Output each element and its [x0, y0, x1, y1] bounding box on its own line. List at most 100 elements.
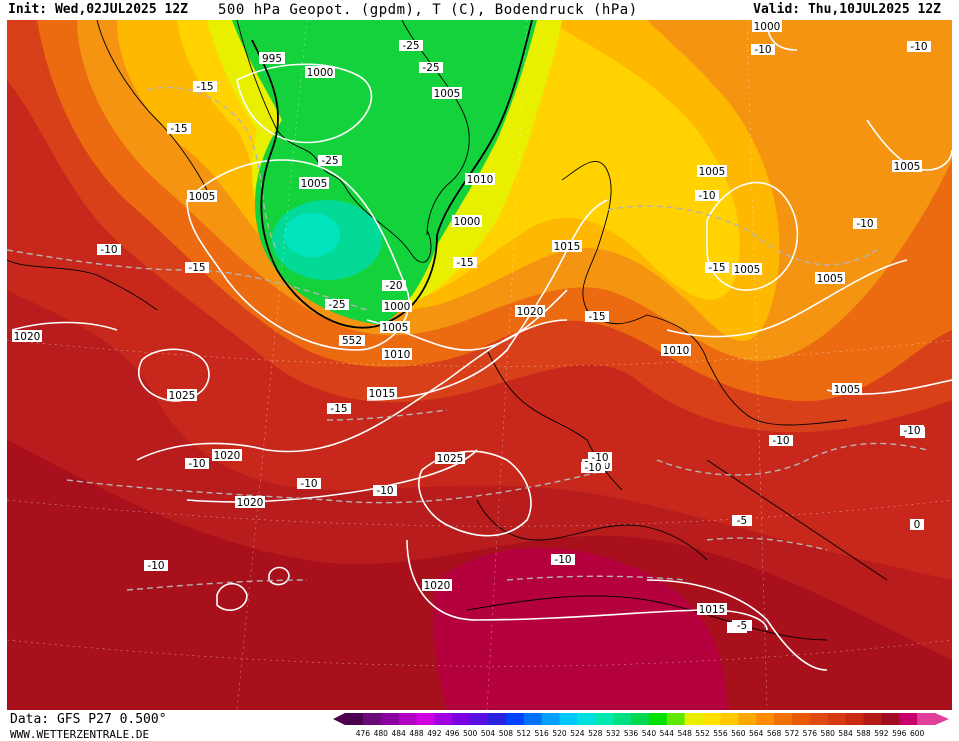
svg-text:1020: 1020 — [237, 497, 264, 509]
temperature-label: -5 — [732, 515, 752, 527]
temperature-label: -10 — [144, 560, 168, 572]
svg-text:1010: 1010 — [384, 349, 411, 361]
contour-552 — [251, 20, 533, 329]
pressure-label: 1000 — [452, 215, 482, 228]
pressure-label: 1005 — [815, 272, 845, 285]
svg-text:-10: -10 — [554, 554, 571, 566]
scale-tick-label: 596 — [892, 729, 907, 738]
scale-tick-label: 520 — [552, 729, 567, 738]
svg-text:-15: -15 — [330, 403, 347, 415]
scale-swatch — [631, 713, 650, 725]
scale-swatch — [559, 713, 578, 725]
scale-tick-label: 588 — [856, 729, 871, 738]
svg-text:-15: -15 — [170, 123, 187, 135]
svg-text:1000: 1000 — [454, 216, 481, 228]
svg-text:-10: -10 — [698, 190, 715, 202]
map-header: Init: Wed,02JUL2025 12Z 500 hPa Geopot. … — [0, 0, 959, 20]
scale-tick-label: 536 — [623, 729, 639, 738]
scale-swatch — [541, 713, 561, 725]
coast-north-africa — [466, 595, 828, 641]
pressure-label: 1005 — [380, 321, 410, 334]
svg-text:1005: 1005 — [699, 166, 726, 178]
temperature-label: -15 — [193, 81, 217, 93]
pressure-label: 1010 — [465, 173, 495, 186]
pressure-label: 995 — [259, 52, 285, 65]
svg-text:0: 0 — [914, 519, 921, 531]
scale-tick-label: 532 — [606, 729, 621, 738]
temperature-label: -10 — [551, 554, 575, 566]
scale-swatch — [488, 713, 507, 725]
scale-swatch — [666, 713, 686, 725]
isobar-1020-south — [406, 539, 768, 631]
svg-text:1015: 1015 — [369, 388, 396, 400]
coast-iberia — [476, 499, 708, 561]
scale-swatch — [505, 713, 525, 725]
map-canvas: 995 1000 1005 1000 1005 1010 1005 1010 1… — [7, 20, 952, 710]
svg-text:-25: -25 — [328, 299, 345, 311]
temperature-label: -10 — [769, 435, 793, 447]
svg-text:-10: -10 — [147, 560, 164, 572]
temperature-label: -15 — [453, 257, 477, 269]
scale-swatch — [648, 713, 668, 725]
data-source: Data: GFS P27 0.500° — [10, 712, 167, 727]
pressure-label: 1005 — [432, 87, 462, 100]
map-footer: Data: GFS P27 0.500° WWW.WETTERZENTRALE.… — [0, 710, 959, 741]
pressure-label: 1010 — [661, 344, 691, 357]
scale-swatch — [684, 713, 704, 725]
scale-swatch — [470, 713, 489, 725]
temperature-label: 0 — [910, 519, 924, 531]
svg-text:-10: -10 — [188, 458, 205, 470]
coast-labrador — [7, 259, 158, 311]
temperature-label: -25 — [325, 299, 349, 311]
pressure-label: 1005 — [299, 177, 329, 190]
temperature-label: -15 — [185, 262, 209, 274]
svg-text:1015: 1015 — [554, 241, 581, 253]
site-credit: WWW.WETTERZENTRALE.DE — [10, 728, 150, 741]
temperature-label: -10 — [853, 218, 877, 230]
pressure-label: 1020 — [422, 579, 452, 592]
temperature-label: -15 — [167, 123, 191, 135]
scale-tick-label: 592 — [874, 729, 889, 738]
isobars — [11, 20, 952, 671]
pressure-label: 1005 — [892, 160, 922, 173]
scale-swatch — [398, 713, 418, 725]
isobar-1020-west — [11, 321, 118, 331]
isobar-1005-scandinavia — [706, 181, 799, 291]
scale-swatch — [738, 713, 757, 725]
temperature-label: -15 — [705, 262, 729, 274]
svg-text:-10: -10 — [856, 218, 873, 230]
temperature-label: -15 — [327, 403, 351, 415]
scale-swatch — [791, 713, 811, 725]
coast-canada-arctic — [96, 20, 208, 191]
temperature-label: -10 — [695, 190, 719, 202]
pressure-label: 1020 — [212, 449, 242, 462]
temperature-label: -25 — [419, 62, 443, 74]
scale-swatch — [756, 713, 775, 725]
temperature-label: -10 — [297, 478, 321, 490]
svg-text:-15: -15 — [188, 262, 205, 274]
svg-text:-10: -10 — [903, 425, 920, 437]
scale-tick-label: 524 — [570, 729, 585, 738]
scale-swatch — [863, 713, 882, 725]
map-title: 500 hPa Geopot. (gpdm), T (C), Bodendruc… — [218, 2, 638, 18]
scale-swatch — [809, 713, 829, 725]
svg-text:-10: -10 — [591, 452, 608, 464]
svg-text:-15: -15 — [456, 257, 473, 269]
scale-arrow-right — [935, 713, 949, 725]
svg-text:1005: 1005 — [382, 322, 409, 334]
scale-swatch — [595, 713, 614, 725]
scale-tick-label: 504 — [480, 729, 496, 738]
svg-text:1020: 1020 — [517, 306, 544, 318]
scale-swatch — [362, 713, 382, 725]
temperature-label: -15 — [585, 311, 609, 323]
temperature-label: -10 — [581, 462, 605, 474]
coast-greenland-west — [236, 20, 432, 263]
scale-swatch — [702, 713, 721, 725]
svg-text:-5: -5 — [737, 620, 747, 632]
scale-tick-label: 512 — [516, 729, 531, 738]
svg-text:1005: 1005 — [834, 384, 861, 396]
pressure-label: 1025 — [435, 452, 465, 465]
isobar-ring-1 — [216, 582, 248, 611]
isobar-1025-azores — [418, 450, 532, 537]
scale-swatch — [881, 713, 900, 725]
